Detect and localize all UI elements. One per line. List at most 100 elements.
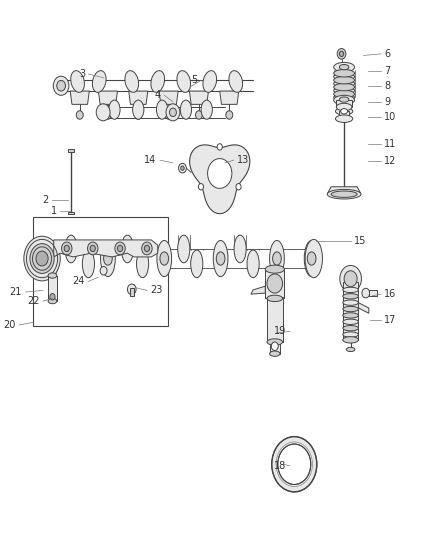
Bar <box>68 149 74 152</box>
Ellipse shape <box>334 80 354 87</box>
Ellipse shape <box>343 294 358 299</box>
Circle shape <box>226 111 233 119</box>
Bar <box>339 111 350 119</box>
Circle shape <box>117 245 123 252</box>
Ellipse shape <box>213 240 228 277</box>
Ellipse shape <box>101 240 115 277</box>
Text: 19: 19 <box>274 326 286 336</box>
Text: 21: 21 <box>10 287 22 297</box>
Text: 23: 23 <box>150 286 163 295</box>
Ellipse shape <box>334 90 354 98</box>
Ellipse shape <box>103 252 112 265</box>
Text: 5: 5 <box>191 76 198 85</box>
Ellipse shape <box>82 250 95 278</box>
Circle shape <box>62 242 72 255</box>
Text: 3: 3 <box>79 69 85 79</box>
Text: 14: 14 <box>144 155 156 165</box>
Ellipse shape <box>331 191 357 197</box>
Circle shape <box>278 444 311 484</box>
Bar <box>269 342 280 354</box>
Circle shape <box>142 242 152 255</box>
Ellipse shape <box>48 273 57 278</box>
Bar <box>343 282 358 340</box>
Circle shape <box>344 271 357 287</box>
Ellipse shape <box>336 103 352 111</box>
Ellipse shape <box>343 306 358 312</box>
Circle shape <box>115 242 125 255</box>
Text: 4: 4 <box>155 90 161 100</box>
Ellipse shape <box>47 252 56 265</box>
Ellipse shape <box>157 240 172 277</box>
Ellipse shape <box>327 189 361 199</box>
Polygon shape <box>251 286 265 294</box>
Circle shape <box>104 111 111 119</box>
Ellipse shape <box>160 252 169 265</box>
Ellipse shape <box>65 235 77 263</box>
Ellipse shape <box>343 313 358 318</box>
Ellipse shape <box>191 250 203 278</box>
Polygon shape <box>220 91 239 104</box>
Polygon shape <box>358 303 369 313</box>
Circle shape <box>88 242 98 255</box>
Circle shape <box>195 111 202 119</box>
Circle shape <box>362 288 370 298</box>
Circle shape <box>50 294 55 300</box>
Ellipse shape <box>336 115 353 123</box>
Polygon shape <box>129 91 148 104</box>
Ellipse shape <box>343 300 358 305</box>
Ellipse shape <box>334 87 354 94</box>
Bar <box>265 269 284 298</box>
Ellipse shape <box>269 240 284 277</box>
Ellipse shape <box>109 100 120 119</box>
Ellipse shape <box>137 250 148 278</box>
Ellipse shape <box>71 71 85 92</box>
Ellipse shape <box>341 109 348 114</box>
Bar <box>130 288 134 296</box>
Ellipse shape <box>343 332 358 337</box>
Circle shape <box>271 342 278 351</box>
Circle shape <box>267 274 283 293</box>
Text: 20: 20 <box>3 320 16 330</box>
Ellipse shape <box>343 326 358 331</box>
Text: 9: 9 <box>385 96 391 107</box>
Bar <box>336 100 352 107</box>
Ellipse shape <box>334 95 354 105</box>
Ellipse shape <box>180 100 191 119</box>
Text: 18: 18 <box>274 461 286 471</box>
Ellipse shape <box>229 71 243 92</box>
Polygon shape <box>328 187 360 193</box>
Polygon shape <box>70 91 89 104</box>
Ellipse shape <box>336 108 353 115</box>
Polygon shape <box>190 145 250 214</box>
Ellipse shape <box>121 235 134 263</box>
Circle shape <box>170 108 177 117</box>
Ellipse shape <box>334 62 354 72</box>
Circle shape <box>145 245 149 252</box>
Ellipse shape <box>151 71 165 92</box>
Ellipse shape <box>177 71 191 92</box>
Ellipse shape <box>339 64 349 70</box>
Circle shape <box>339 51 344 56</box>
Text: 15: 15 <box>354 236 367 246</box>
Bar <box>33 217 168 326</box>
Ellipse shape <box>334 76 354 84</box>
Circle shape <box>127 284 136 295</box>
Bar <box>68 212 74 214</box>
Text: 8: 8 <box>385 81 391 91</box>
Circle shape <box>96 104 110 121</box>
Polygon shape <box>159 91 178 104</box>
Polygon shape <box>189 91 208 104</box>
Ellipse shape <box>267 339 283 345</box>
Ellipse shape <box>346 348 355 352</box>
Circle shape <box>53 76 69 95</box>
Circle shape <box>181 166 184 170</box>
Text: 11: 11 <box>385 139 397 149</box>
Ellipse shape <box>343 337 358 343</box>
Circle shape <box>340 265 361 292</box>
Circle shape <box>30 244 54 273</box>
Ellipse shape <box>44 240 59 277</box>
Circle shape <box>165 111 172 119</box>
Ellipse shape <box>178 235 190 263</box>
Text: 24: 24 <box>73 277 85 286</box>
Bar <box>369 290 377 296</box>
